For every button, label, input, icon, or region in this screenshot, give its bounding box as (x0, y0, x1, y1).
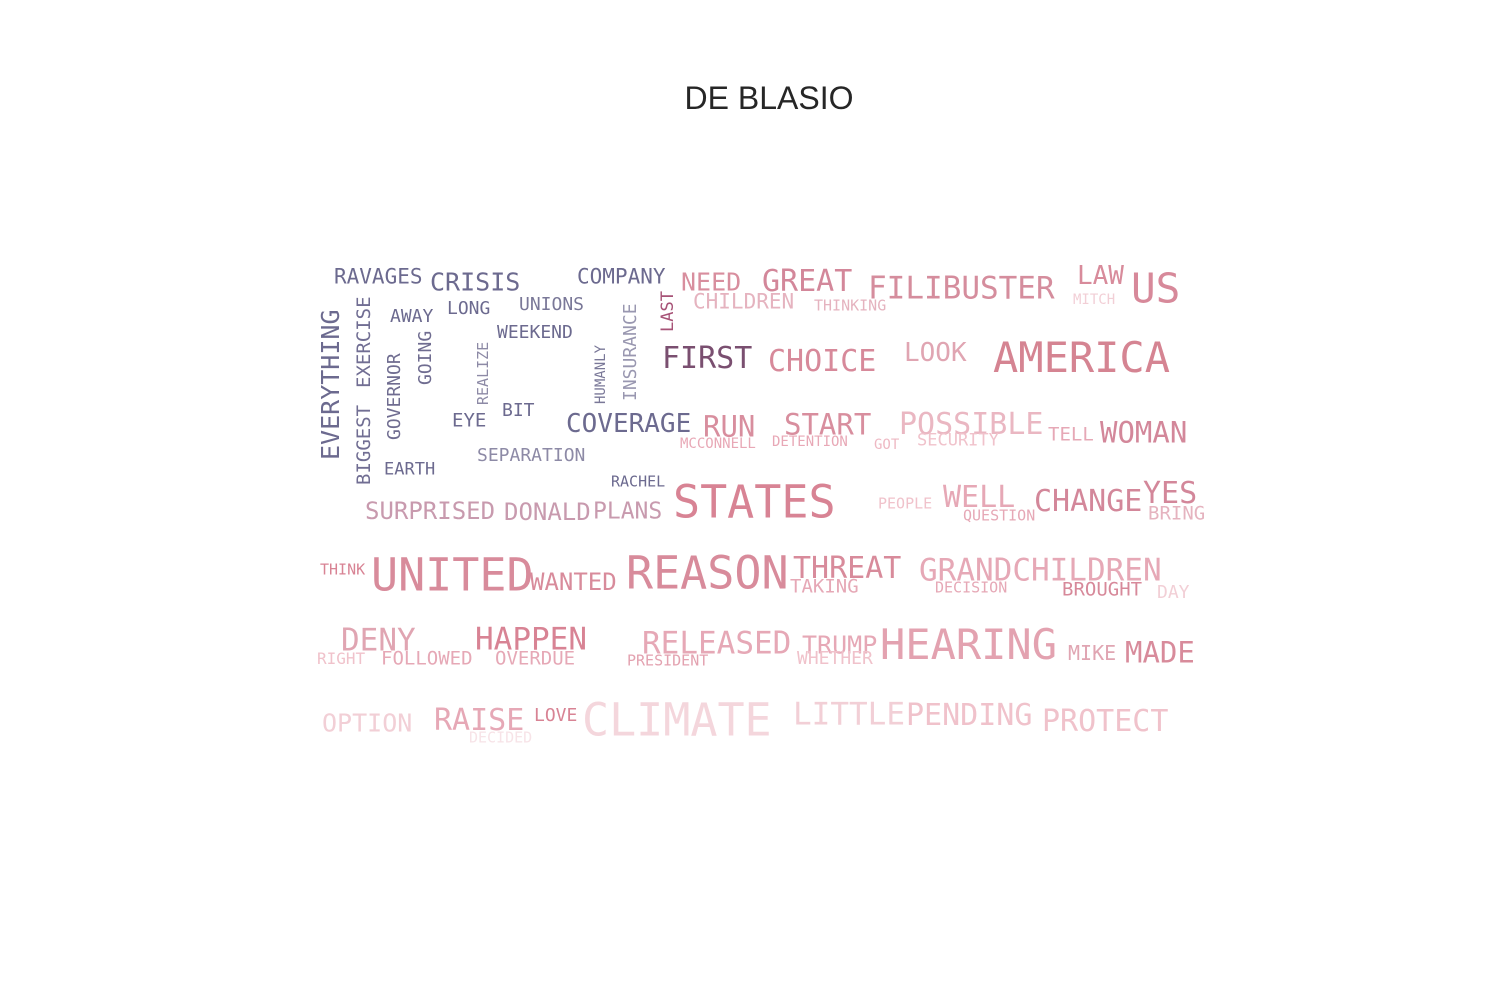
word-deny: DENY (341, 622, 416, 659)
word-mike: MIKE (1068, 641, 1117, 665)
word-great: GREAT (762, 264, 853, 299)
word-made: MADE (1125, 635, 1195, 670)
word-woman: WOMAN (1100, 415, 1188, 450)
word-long: LONG (447, 298, 491, 319)
word-choice: CHOICE (768, 344, 877, 379)
word-surprised: SURPRISED (365, 497, 496, 525)
word-option: OPTION (322, 708, 413, 738)
word-plans: PLANS (593, 498, 663, 525)
word-raise: RAISE (434, 703, 525, 738)
word-states: STATES (673, 475, 836, 529)
word-mitch: MITCH (1073, 292, 1116, 308)
word-realize: REALIZE (474, 341, 492, 405)
word-detention: DETENTION (772, 434, 848, 450)
word-humanly: HUMANLY (593, 344, 609, 404)
word-released: RELEASED (642, 625, 792, 662)
word-little: LITTLE (793, 696, 905, 733)
word-us: US (1131, 264, 1181, 313)
word-away: AWAY (390, 306, 434, 327)
word-overdue: OVERDUE (495, 647, 576, 670)
word-right: RIGHT (317, 649, 366, 668)
word-filibuster: FILIBUSTER (868, 270, 1055, 307)
word-separation: SEPARATION (477, 445, 586, 466)
word-earth: EARTH (384, 459, 436, 480)
word-everything: EVERYTHING (316, 309, 345, 460)
word-mcconnell: MCCONNELL (680, 436, 756, 452)
word-weekend: WEEKEND (497, 322, 573, 343)
word-got: GOT (874, 437, 900, 453)
word-taking: TAKING (790, 575, 859, 598)
word-first: FIRST (662, 341, 753, 376)
word-donald: DONALD (504, 498, 591, 526)
word-rachel: RACHEL (611, 472, 666, 491)
word-happen: HAPPEN (475, 621, 587, 658)
word-start: START (784, 407, 872, 442)
word-need: NEED (681, 267, 742, 297)
word-ravages: RAVAGES (334, 264, 423, 289)
word-exercise: EXERCISE (353, 296, 375, 388)
word-run: RUN (703, 409, 756, 444)
word-united: UNITED (371, 548, 534, 602)
word-biggest: BIGGEST (353, 404, 375, 485)
word-insurance: INSURANCE (620, 303, 641, 401)
word-bring: BRING (1148, 502, 1206, 525)
word-security: SECURITY (917, 430, 999, 451)
word-look: LOOK (904, 338, 967, 368)
word-thinking: THINKING (814, 296, 887, 315)
word-tell: TELL (1048, 423, 1094, 446)
word-reason: REASON (626, 546, 789, 600)
word-change: CHANGE (1034, 484, 1143, 519)
word-grandchildren: GRANDCHILDREN (919, 552, 1162, 589)
word-law: LAW (1077, 261, 1124, 291)
word-followed: FOLLOWED (381, 647, 473, 670)
word-yes: YES (1143, 476, 1198, 511)
word-question: QUESTION (963, 506, 1036, 525)
word-america: AMERICA (993, 333, 1171, 382)
word-unions: UNIONS (519, 294, 585, 315)
word-people: PEOPLE (878, 494, 933, 513)
word-trump: TRUMP (802, 630, 878, 660)
word-protect: PROTECT (1042, 704, 1169, 739)
word-threat: THREAT (793, 551, 902, 586)
word-coverage: COVERAGE (566, 409, 692, 439)
word-eye: EYE (452, 409, 487, 432)
word-love: LOVE (534, 705, 578, 726)
word-decided: DECIDED (469, 728, 533, 747)
word-company: COMPANY (577, 264, 666, 289)
chart-title: DE BLASIO (684, 80, 854, 116)
word-pending: PENDING (906, 698, 1033, 733)
word-governor: GOVERNOR (384, 353, 405, 440)
word-think: THINK (320, 560, 366, 579)
word-last: LAST (658, 291, 678, 332)
word-day: DAY (1157, 582, 1190, 603)
word-hearing: HEARING (880, 620, 1058, 669)
word-president: PRESIDENT (627, 651, 709, 670)
word-children: CHILDREN (693, 289, 795, 314)
word-climate: CLIMATE (582, 693, 772, 747)
word-bit: BIT (502, 400, 535, 421)
word-brought: BROUGHT (1062, 578, 1143, 601)
word-crisis: CRISIS (430, 267, 521, 297)
word-wanted: WANTED (530, 568, 617, 596)
word-decision: DECISION (935, 578, 1008, 597)
word-whether: WHETHER (797, 648, 873, 669)
word-going: GOING (415, 330, 436, 385)
word-well: WELL (943, 480, 1016, 515)
word-possible: POSSIBLE (899, 407, 1044, 442)
